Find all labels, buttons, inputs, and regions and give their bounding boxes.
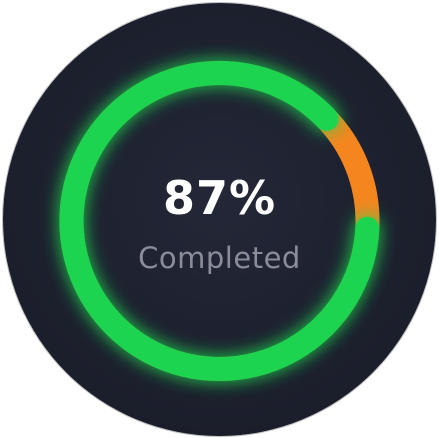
progress-ring-complete <box>59 60 380 381</box>
progress-status-label: Completed <box>138 241 301 275</box>
progress-percent: 87% <box>162 171 277 225</box>
